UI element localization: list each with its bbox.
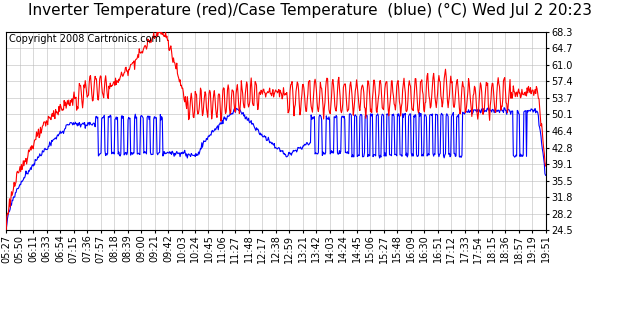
Text: Copyright 2008 Cartronics.com: Copyright 2008 Cartronics.com: [9, 34, 161, 44]
Text: Inverter Temperature (red)/Case Temperature  (blue) (°C) Wed Jul 2 20:23: Inverter Temperature (red)/Case Temperat…: [28, 3, 592, 18]
